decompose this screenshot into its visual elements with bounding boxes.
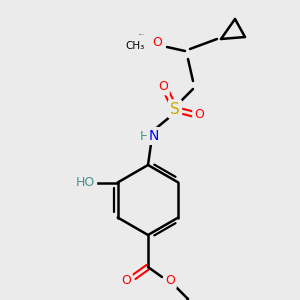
Text: S: S <box>170 101 180 116</box>
Text: CH₃: CH₃ <box>125 41 145 51</box>
Text: methoxy: methoxy <box>139 34 145 35</box>
Text: O: O <box>152 37 162 50</box>
Text: O: O <box>158 80 168 94</box>
Text: O: O <box>121 274 131 287</box>
Text: H: H <box>139 130 149 142</box>
Text: N: N <box>149 129 159 143</box>
Text: O: O <box>194 107 204 121</box>
Text: HO: HO <box>76 176 95 189</box>
Text: O: O <box>165 274 175 287</box>
